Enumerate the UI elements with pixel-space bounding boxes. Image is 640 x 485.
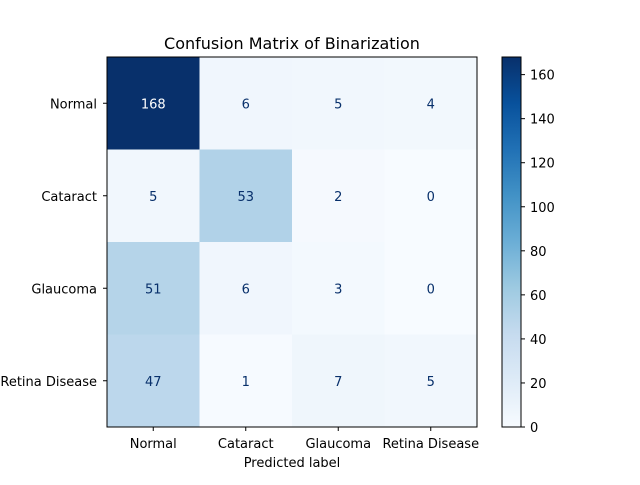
x-axis-label: Predicted label: [244, 456, 341, 471]
heatmap-cell: [107, 57, 200, 150]
colorbar-tick-label: 160: [530, 69, 555, 84]
colorbar-tick-label: 40: [530, 333, 547, 348]
cell-value-label: 51: [145, 282, 162, 297]
heatmap-cell: [107, 149, 200, 242]
colorbar-tick-label: 60: [530, 289, 547, 304]
cell-value-label: 6: [242, 97, 250, 112]
heatmap-cell: [199, 242, 292, 335]
x-tick-label: Retina Disease: [382, 437, 479, 452]
colorbar-tick-label: 120: [530, 157, 555, 172]
cell-value-label: 47: [145, 375, 162, 390]
heatmap-cells: [107, 57, 477, 427]
heatmap-cell-labels: 168 6 5 4 5 53 2 0 51 6 3 0 47 1 7 5: [141, 97, 435, 390]
heatmap-cell: [199, 334, 292, 427]
heatmap-cell: [199, 149, 292, 242]
y-tick-label: Retina Disease: [0, 375, 97, 390]
plot-frame: [106, 56, 478, 428]
cell-value-label: 2: [334, 190, 342, 205]
heatmap-cell: [384, 242, 477, 335]
x-tick-label: Normal: [130, 437, 177, 452]
cell-value-label: 1: [242, 375, 250, 390]
colorbar-tick-label: 80: [530, 245, 547, 260]
x-axis-ticks: Normal Cataract Glaucoma Retina Disease: [130, 427, 479, 452]
heatmap-cell: [384, 334, 477, 427]
cell-value-label: 168: [141, 97, 166, 112]
y-tick-label: Normal: [50, 97, 97, 112]
colorbar-tick-label: 20: [530, 377, 547, 392]
colorbar: [501, 56, 522, 428]
y-tick-label: Glaucoma: [31, 282, 97, 297]
colorbar-tick-label: 0: [530, 421, 538, 436]
cell-value-label: 7: [334, 375, 342, 390]
heatmap-cell: [292, 334, 385, 427]
x-tick-label: Cataract: [218, 437, 274, 452]
heatmap-cell: [199, 57, 292, 150]
cell-value-label: 0: [427, 190, 435, 205]
cell-value-label: 5: [334, 97, 342, 112]
cell-value-label: 6: [242, 282, 250, 297]
cell-value-label: 3: [334, 282, 342, 297]
y-axis-ticks: Normal Cataract Glaucoma Retina Disease: [0, 97, 107, 390]
x-tick-label: Glaucoma: [305, 437, 371, 452]
cell-value-label: 53: [237, 190, 254, 205]
heatmap-cell: [384, 57, 477, 150]
cell-value-label: 5: [149, 190, 157, 205]
chart-title: Confusion Matrix of Binarization: [164, 34, 420, 53]
colorbar-tick-label: 100: [530, 201, 555, 216]
heatmap-cell: [292, 242, 385, 335]
cell-value-label: 4: [427, 97, 435, 112]
heatmap-cell: [292, 57, 385, 150]
colorbar-ticks: 0 20 40 60 80 100 120 140 160: [521, 69, 555, 436]
colorbar-tick-label: 140: [530, 113, 555, 128]
heatmap-cell: [107, 334, 200, 427]
heatmap-cell: [292, 149, 385, 242]
cell-value-label: 5: [427, 375, 435, 390]
heatmap-cell: [107, 242, 200, 335]
cell-value-label: 0: [427, 282, 435, 297]
y-tick-label: Cataract: [41, 190, 97, 205]
heatmap-cell: [384, 149, 477, 242]
